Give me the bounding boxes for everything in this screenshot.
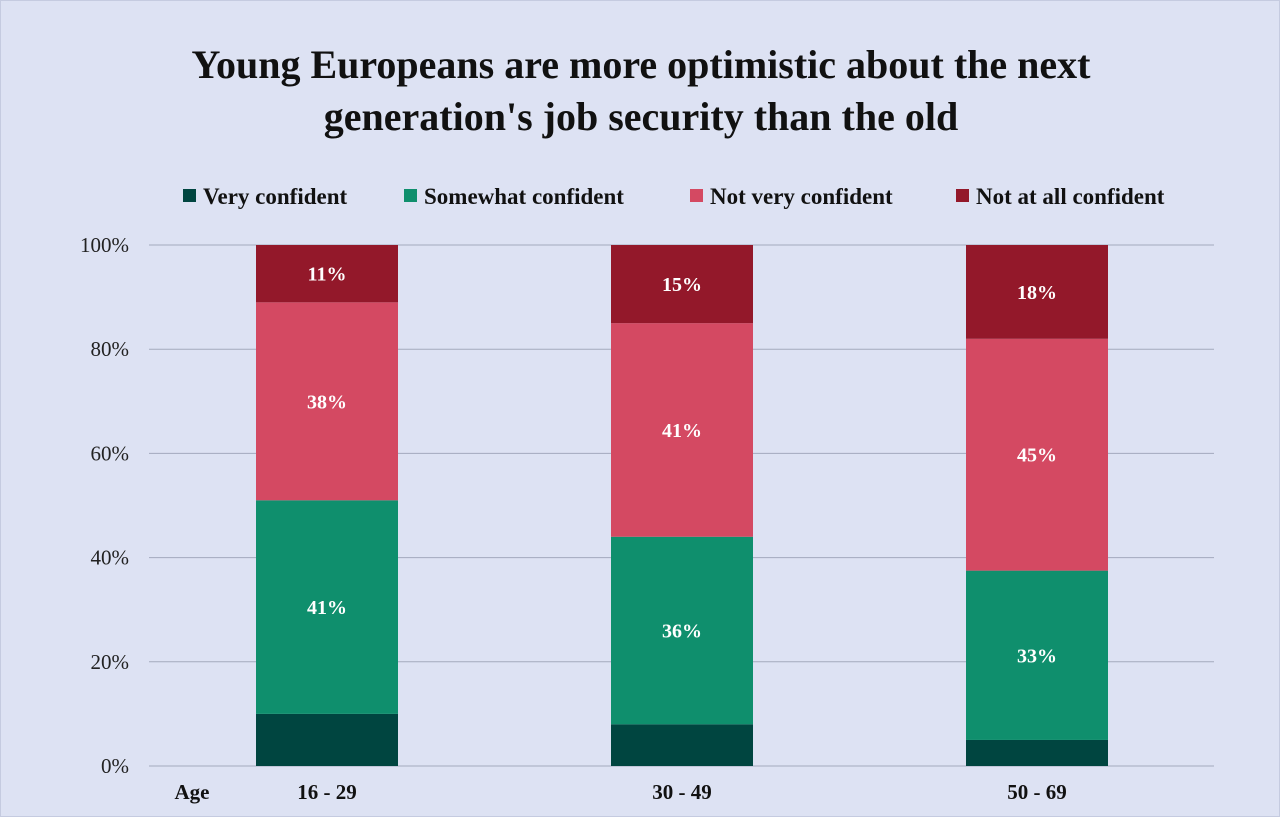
bar-segment-somewhat-confident-50-69 [966, 570, 1108, 740]
data-label-not-at-all-confident-16-29: 11% [308, 264, 347, 286]
legend-label-somewhat-confident: Somewhat confident [424, 184, 624, 209]
bar-segment-somewhat-confident-30-49 [611, 536, 753, 725]
data-label-not-at-all-confident-50-69: 18% [1017, 282, 1057, 304]
legend-label-not-very-confident: Not very confident [710, 184, 893, 209]
legend-label-not-at-all-confident: Not at all confident [976, 184, 1165, 209]
bar-segment-not-at-all-confident-30-49 [611, 245, 753, 324]
chart-title-line-2: generation's job security than the old [323, 94, 959, 139]
bar-segment-not-very-confident-16-29 [256, 302, 398, 501]
legend-swatch-not-very-confident [690, 189, 703, 202]
y-tick-label: 40% [91, 546, 130, 570]
bar-segment-somewhat-confident-16-29 [256, 500, 398, 714]
data-labels: 41% 38% 11% 36% 41% 15% 33% 45% 18% [307, 264, 1057, 668]
chart-title-line-1: Young Europeans are more optimistic abou… [191, 42, 1091, 87]
bar-segment-not-at-all-confident-50-69 [966, 245, 1108, 339]
legend-swatch-somewhat-confident [404, 189, 417, 202]
x-tick-label: 50 - 69 [1007, 780, 1067, 804]
y-tick-label: 0% [101, 754, 129, 778]
legend-swatch-very-confident [183, 189, 196, 202]
x-tick-label: 30 - 49 [652, 780, 712, 804]
y-tick-label: 100% [80, 233, 129, 257]
y-axis-ticks: 0% 20% 40% 60% 80% 100% [80, 233, 129, 778]
data-label-somewhat-confident-30-49: 36% [662, 621, 702, 643]
y-tick-label: 60% [91, 441, 130, 465]
bar-segment-not-at-all-confident-16-29 [256, 245, 398, 303]
data-label-not-at-all-confident-30-49: 15% [662, 274, 702, 296]
data-label-somewhat-confident-50-69: 33% [1017, 645, 1057, 667]
legend-swatch-not-at-all-confident [956, 189, 969, 202]
x-axis: Age 16 - 29 30 - 49 50 - 69 [175, 780, 1067, 804]
y-tick-label: 20% [91, 650, 130, 674]
bar-segment-very-confident-30-49 [611, 724, 753, 766]
bar-segment-very-confident-16-29 [256, 713, 398, 766]
data-label-not-very-confident-30-49: 41% [662, 420, 702, 442]
bar-segment-not-very-confident-50-69 [966, 338, 1108, 571]
data-label-not-very-confident-16-29: 38% [307, 391, 347, 413]
legend-label-very-confident: Very confident [203, 184, 348, 209]
legend: Very confident Somewhat confident Not very… [183, 184, 1165, 209]
chart-title: Young Europeans are more optimistic abou… [1, 39, 1280, 143]
bars [256, 245, 1108, 766]
bar-segment-not-very-confident-30-49 [611, 323, 753, 537]
bar-segment-very-confident-50-69 [966, 739, 1108, 766]
x-axis-title: Age [175, 780, 210, 804]
data-label-not-very-confident-50-69: 45% [1017, 445, 1057, 467]
y-tick-label: 80% [91, 337, 130, 361]
data-label-somewhat-confident-16-29: 41% [307, 597, 347, 619]
x-tick-label: 16 - 29 [297, 780, 357, 804]
